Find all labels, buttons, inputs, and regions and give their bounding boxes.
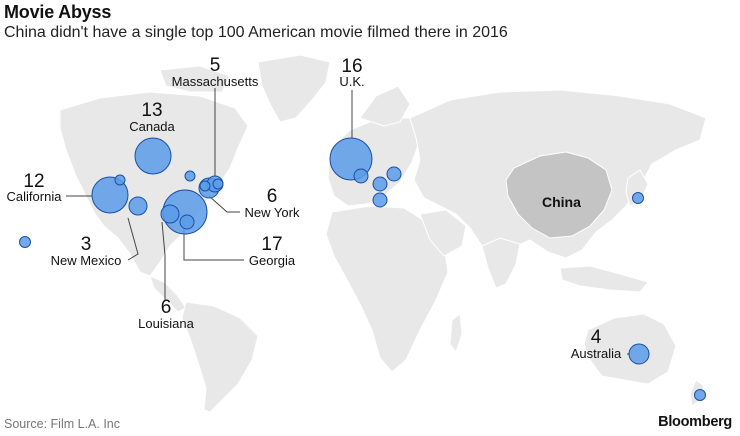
count-massachusetts: 5 (210, 55, 221, 76)
bubble-louisiana (160, 204, 180, 224)
label-canada: Canada (129, 119, 175, 134)
bubble-new-zealand (694, 389, 706, 401)
count-uk: 16 (341, 56, 362, 77)
bubble-japan (632, 192, 644, 204)
annotation-australia: 4 Australia (571, 327, 622, 361)
leader-new-mexico (127, 217, 139, 261)
bubble-california (91, 176, 129, 214)
greenland-shape (257, 54, 331, 123)
count-georgia: 17 (261, 234, 282, 255)
arctic-islands-shape (159, 65, 231, 93)
label-new-york: New York (245, 205, 300, 220)
count-new-york: 6 (267, 186, 278, 207)
label-massachusetts: Massachusetts (172, 74, 259, 89)
annotation-massachusetts: 5 Massachusetts (172, 55, 259, 89)
label-new-mexico: New Mexico (51, 253, 122, 268)
bubble-layer (19, 137, 706, 401)
central-america-shape (149, 275, 187, 313)
bubble-nevada (114, 174, 126, 186)
arabia-shape (419, 209, 467, 257)
chart-subtitle: China didn't have a single top 100 Ameri… (4, 24, 508, 41)
bubble-hawaii (19, 236, 31, 248)
bubble-europe-c (386, 166, 402, 182)
label-uk: U.K. (339, 74, 364, 89)
bubble-europe-a (353, 168, 369, 184)
chart-title: Movie Abyss (4, 2, 112, 22)
annotation-california: 12 California (7, 171, 63, 204)
scandinavia-shape (359, 85, 411, 127)
label-louisiana: Louisiana (138, 316, 194, 331)
india-shape (481, 237, 521, 289)
china-label: China (542, 194, 581, 210)
label-california: California (7, 189, 63, 204)
leader-new-york (208, 195, 240, 213)
bubble-new-mexico (128, 196, 148, 216)
bubble-northeast-b (199, 180, 211, 192)
africa-shape (325, 205, 449, 373)
bubble-michigan (184, 170, 196, 182)
annotation-canada: 13 Canada (129, 100, 175, 134)
label-georgia: Georgia (249, 253, 296, 268)
count-australia: 4 (591, 327, 602, 348)
count-louisiana: 6 (161, 297, 172, 318)
bubble-northeast-a (212, 178, 224, 190)
count-california: 12 (23, 171, 44, 192)
annotation-new-mexico: 3 New Mexico (51, 234, 122, 268)
bubble-europe-b (372, 176, 388, 192)
bubble-australia (628, 343, 650, 365)
south-america-shape (181, 301, 259, 413)
source-note: Source: Film L.A. Inc (4, 417, 121, 431)
annotation-uk: 16 U.K. (339, 56, 364, 89)
madagascar-shape (449, 313, 463, 354)
bubble-canada (134, 137, 172, 175)
indonesia-shape (559, 265, 649, 293)
leader-louisiana (161, 221, 166, 300)
annotation-georgia: 17 Georgia (249, 234, 296, 268)
count-new-mexico: 3 (81, 234, 92, 255)
bubble-south-small (179, 214, 195, 230)
count-canada: 13 (141, 100, 162, 121)
leader-lines (66, 88, 630, 355)
china-shape (505, 151, 613, 239)
bloomberg-logo: Bloomberg (658, 414, 732, 430)
bubble-europe-d (372, 192, 388, 208)
annotation-louisiana: 6 Louisiana (138, 297, 194, 331)
annotation-new-york: 6 New York (245, 186, 300, 220)
land-layer (59, 54, 707, 413)
label-australia: Australia (571, 346, 622, 361)
